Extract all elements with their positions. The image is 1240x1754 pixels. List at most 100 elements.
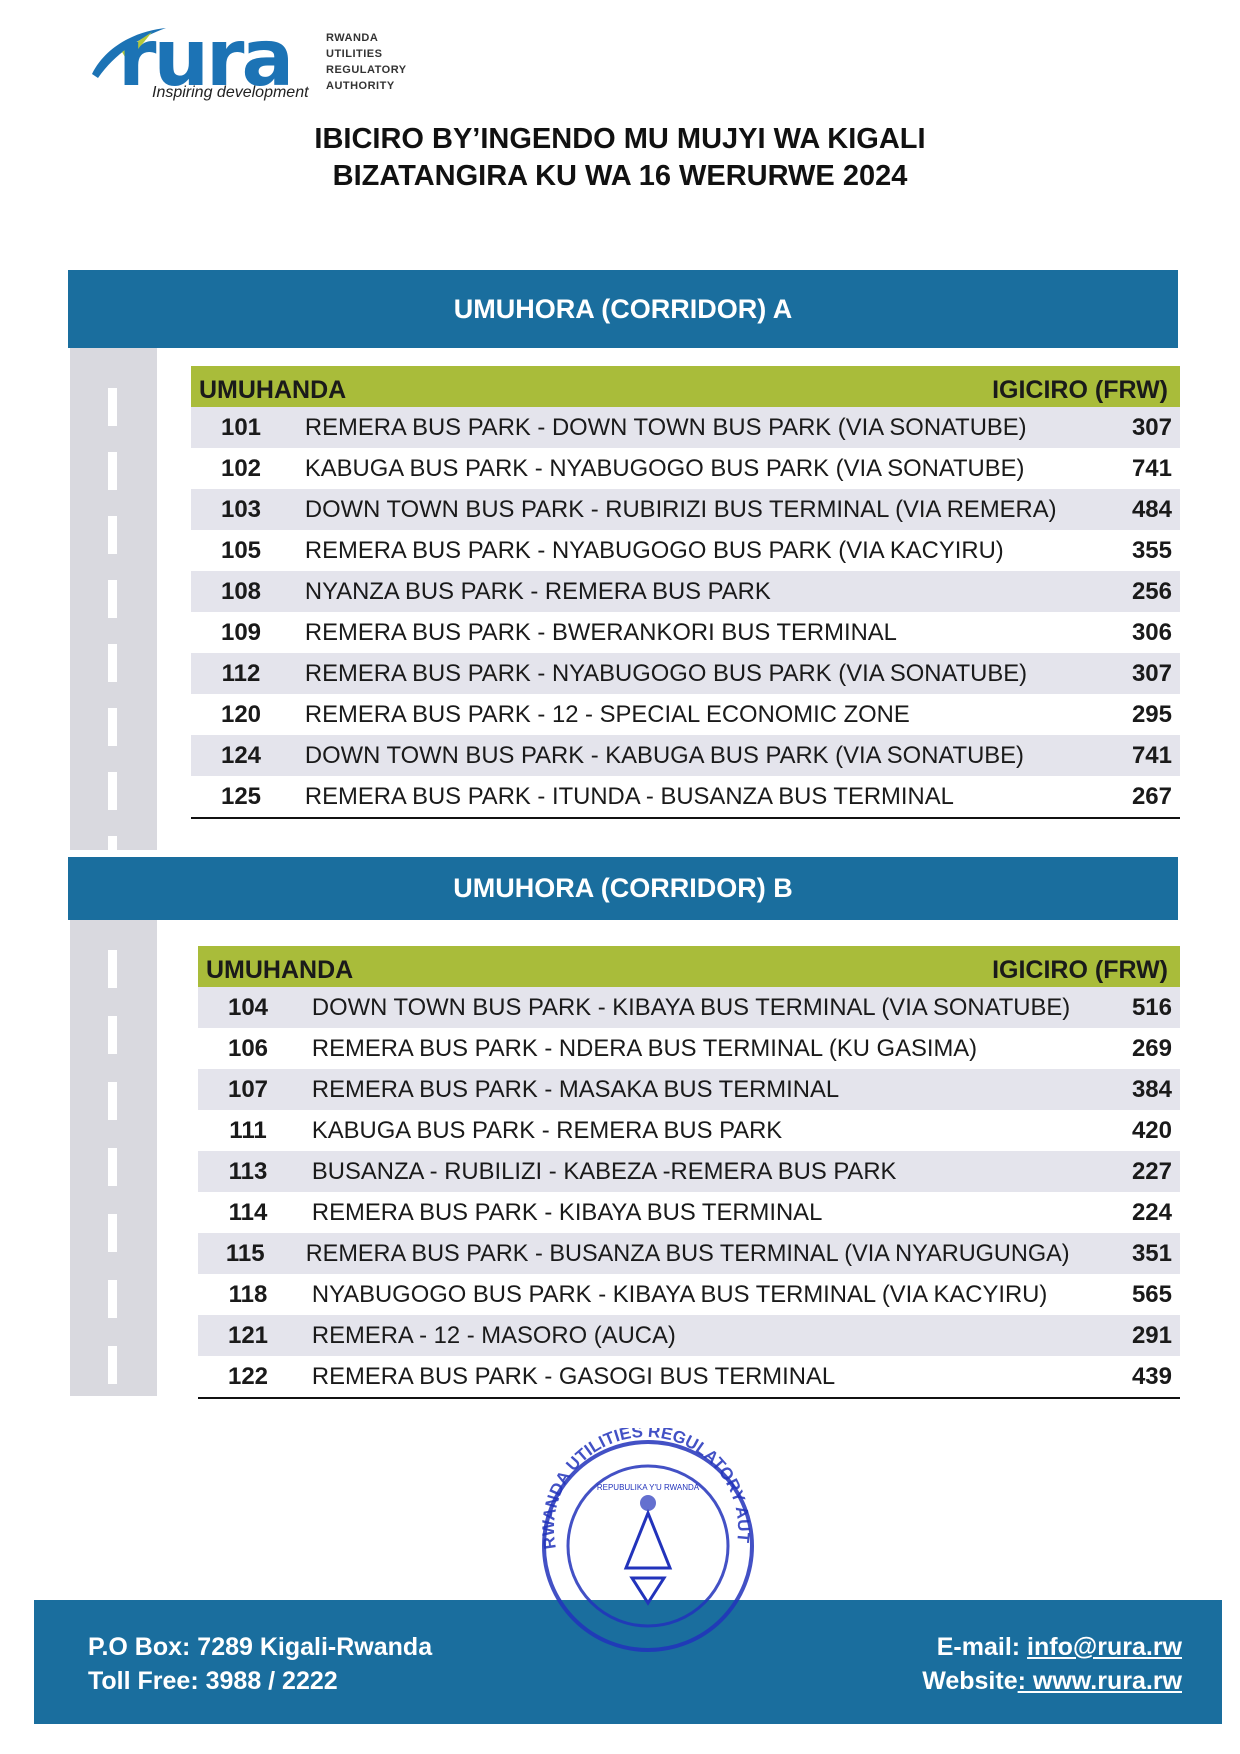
route-price: 484	[1131, 495, 1172, 523]
route-price: 420	[1131, 1116, 1172, 1144]
logo-wordmark: rura	[118, 14, 294, 104]
route-number: 104	[227, 993, 269, 1021]
table-header: UMUHANDA IGICIRO (FRW)	[198, 946, 1180, 987]
table-row: 121 REMERA - 12 - MASORO (AUCA) 291	[198, 1315, 1180, 1356]
table-row: 111 KABUGA BUS PARK - REMERA BUS PARK 420	[198, 1110, 1180, 1151]
route-name: DOWN TOWN BUS PARK - RUBIRIZI BUS TERMIN…	[304, 495, 1057, 523]
column-header-route: UMUHANDA	[199, 376, 347, 404]
route-number: 112	[221, 659, 261, 687]
road-lane-dash	[108, 772, 117, 810]
column-header-price: IGICIRO (FRW)	[992, 376, 1168, 404]
route-price: 269	[1131, 1034, 1172, 1062]
authority-line: UTILITIES	[326, 48, 383, 60]
route-name: REMERA BUS PARK - 12 - SPECIAL ECONOMIC …	[304, 700, 910, 728]
table-row: 104 DOWN TOWN BUS PARK - KIBAYA BUS TERMI…	[198, 987, 1180, 1028]
route-price: 516	[1131, 993, 1172, 1021]
route-price: 256	[1131, 577, 1172, 605]
route-number: 102	[220, 454, 262, 482]
logo-swoosh-icon	[92, 28, 166, 78]
table-row: 108 NYANZA BUS PARK - REMERA BUS PARK 256	[191, 571, 1180, 612]
road-lane-dash	[108, 1346, 117, 1384]
toll-free: Toll Free: 3988 / 2222	[88, 1667, 338, 1695]
route-number: 115	[225, 1239, 265, 1267]
route-name: REMERA BUS PARK - NDERA BUS TERMINAL (KU…	[311, 1034, 978, 1062]
route-name: DOWN TOWN BUS PARK - KIBAYA BUS TERMINAL…	[311, 993, 1071, 1021]
route-number: 111	[229, 1116, 267, 1144]
table-row: 115 REMERA BUS PARK - BUSANZA BUS TERMINA…	[198, 1233, 1180, 1274]
route-number: 124	[220, 741, 262, 769]
route-price: 267	[1131, 782, 1172, 810]
route-price: 741	[1131, 454, 1172, 482]
po-box: P.O Box: 7289 Kigali-Rwanda	[88, 1633, 433, 1661]
authority-line: AUTHORITY	[326, 80, 395, 92]
route-name: NYABUGOGO BUS PARK - KIBAYA BUS TERMINAL…	[311, 1280, 1048, 1308]
authority-line: RWANDA	[326, 32, 379, 44]
road-lane-dash	[108, 644, 117, 682]
route-number: 107	[227, 1075, 269, 1103]
route-number: 106	[227, 1034, 269, 1062]
route-name: BUSANZA - RUBILIZI - KABEZA -REMERA BUS …	[311, 1157, 897, 1185]
route-name: REMERA BUS PARK - BWERANKORI BUS TERMINA…	[304, 618, 897, 646]
route-name: REMERA BUS PARK - DOWN TOWN BUS PARK (VI…	[304, 413, 1027, 441]
route-price: 307	[1131, 413, 1172, 441]
route-price: 307	[1131, 659, 1172, 687]
road-lane-dash	[108, 388, 117, 426]
route-name: DOWN TOWN BUS PARK - KABUGA BUS PARK (VI…	[304, 741, 1024, 769]
website-label: Website	[922, 1667, 1018, 1695]
column-header-route: UMUHANDA	[206, 956, 354, 984]
website-link[interactable]: : www.rura.rw	[1017, 1667, 1182, 1695]
table-row: 109 REMERA BUS PARK - BWERANKORI BUS TERM…	[191, 612, 1180, 653]
road-lane-dash	[108, 836, 117, 874]
column-header-price: IGICIRO (FRW)	[992, 956, 1168, 984]
table-row: 112 REMERA BUS PARK - NYABUGOGO BUS PARK …	[191, 653, 1180, 694]
route-price: 355	[1131, 536, 1172, 564]
route-price: 351	[1131, 1239, 1172, 1267]
road-lane-dash	[108, 708, 117, 746]
table-row: 120 REMERA BUS PARK - 12 - SPECIAL ECONOM…	[191, 694, 1180, 735]
road-lane-dash	[108, 1082, 117, 1120]
route-name: KABUGA BUS PARK - NYABUGOGO BUS PARK (VI…	[304, 454, 1025, 482]
route-number: 118	[228, 1280, 268, 1308]
route-number: 101	[220, 413, 262, 441]
route-number: 121	[227, 1321, 269, 1349]
route-price: 295	[1131, 700, 1172, 728]
route-number: 103	[220, 495, 262, 523]
route-price: 741	[1131, 741, 1172, 769]
road-lane-dash	[108, 950, 117, 988]
logo-tagline: Inspiring development	[152, 84, 309, 101]
route-number: 109	[220, 618, 262, 646]
email-label: E-mail:	[936, 1633, 1028, 1661]
table-row: 103 DOWN TOWN BUS PARK - RUBIRIZI BUS TER…	[191, 489, 1180, 530]
official-stamp: RWANDA UTILITIES REGULATORY AUTHORITY RE…	[526, 1428, 754, 1652]
road-graphic	[70, 348, 157, 874]
table-row: 113 BUSANZA - RUBILIZI - KABEZA -REMERA B…	[198, 1151, 1180, 1192]
page-title-line2: BIZATANGIRA KU WA 16 WERURWE 2024	[332, 160, 908, 192]
road-lane-dash	[108, 1148, 117, 1186]
route-name: REMERA BUS PARK - KIBAYA BUS TERMINAL	[311, 1198, 823, 1226]
authority-name: RWANDA UTILITIES REGULATORY AUTHORITY	[326, 30, 407, 94]
table-header: UMUHANDA IGICIRO (FRW)	[191, 366, 1180, 407]
stamp-inner-text: REPUBULIKA Y'U RWANDA	[597, 1483, 700, 1492]
table-row: 102 KABUGA BUS PARK - NYABUGOGO BUS PARK …	[191, 448, 1180, 489]
corridor-a-banner: UMUHORA (CORRIDOR) A	[68, 270, 1178, 348]
route-price: 565	[1131, 1280, 1172, 1308]
route-name: NYANZA BUS PARK - REMERA BUS PARK	[304, 577, 771, 605]
route-number: 113	[228, 1157, 268, 1185]
route-number: 125	[220, 782, 262, 810]
table-row: 114 REMERA BUS PARK - KIBAYA BUS TERMINAL…	[198, 1192, 1180, 1233]
page-title-line1: IBICIRO BY’INGENDO MU MUJYI WA KIGALI	[314, 123, 926, 155]
road-lane-dash	[108, 1214, 117, 1252]
email-link[interactable]: info@rura.rw	[1027, 1633, 1182, 1661]
route-price: 224	[1131, 1198, 1172, 1226]
road-lane-dash	[108, 1280, 117, 1318]
rura-logo: rura Inspiring development RWANDA UTILIT…	[0, 0, 420, 110]
road-lane-dash	[108, 452, 117, 490]
corridor-a-table: UMUHANDA IGICIRO (FRW) 101 REMERA BUS PAR…	[191, 366, 1180, 819]
road-lane-dash	[108, 580, 117, 618]
route-name: REMERA BUS PARK - NYABUGOGO BUS PARK (VI…	[304, 659, 1028, 687]
table-row: 106 REMERA BUS PARK - NDERA BUS TERMINAL …	[198, 1028, 1180, 1069]
table-row: 105 REMERA BUS PARK - NYABUGOGO BUS PARK …	[191, 530, 1180, 571]
route-price: 384	[1131, 1075, 1172, 1103]
route-name: REMERA BUS PARK - NYABUGOGO BUS PARK (VI…	[304, 536, 1004, 564]
route-price: 291	[1131, 1321, 1172, 1349]
